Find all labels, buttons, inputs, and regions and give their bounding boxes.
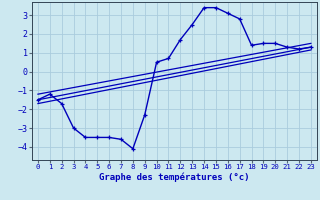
X-axis label: Graphe des températures (°c): Graphe des températures (°c) xyxy=(99,173,250,182)
